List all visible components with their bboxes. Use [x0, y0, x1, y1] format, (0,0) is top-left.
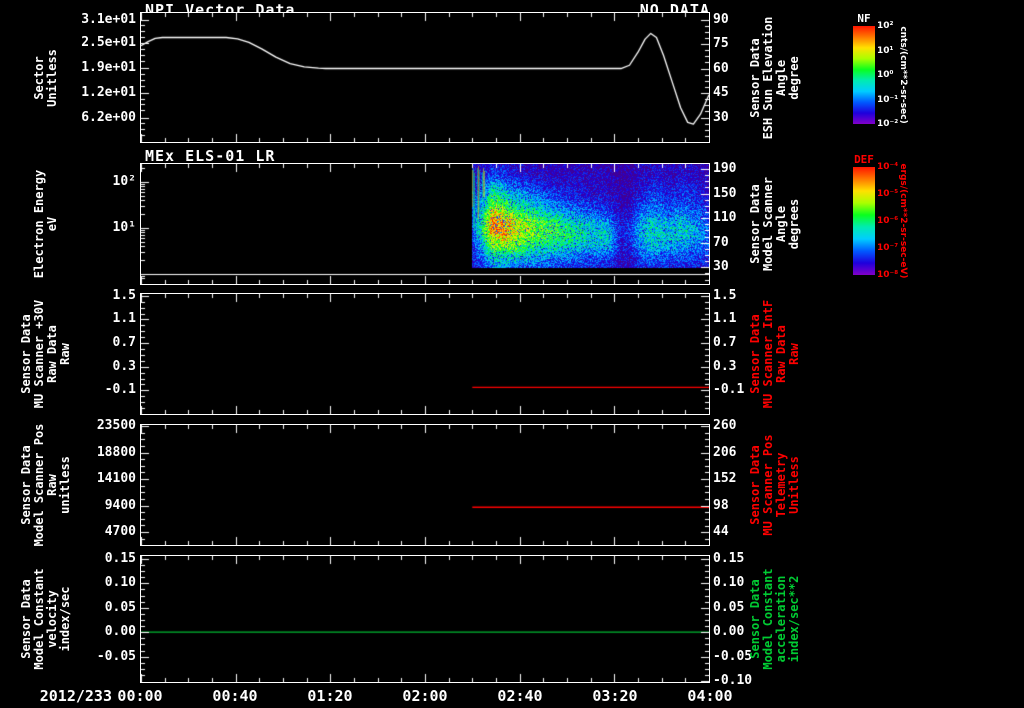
y-tick-label-left: 1.5	[112, 287, 136, 303]
panel-canvas-model-scanner-pos	[141, 425, 709, 545]
y-tick-label-right: 0.05	[713, 599, 745, 615]
panel-canvas-model-constant	[141, 556, 709, 682]
y-tick-label-left: -0.1	[104, 382, 136, 398]
time-tick-label: 00:40	[212, 687, 258, 705]
colorbar-tick-label: 10⁻¹	[877, 94, 899, 105]
y-tick-label-right: 0.7	[713, 335, 737, 351]
y-tick-label-right: 60	[713, 60, 729, 76]
colorbar-tick-label: 10¹	[877, 45, 894, 56]
y-tick-label-right: 44	[713, 524, 729, 540]
y-tick-label-right: 1.5	[713, 287, 737, 303]
panel-box-mex-els	[140, 163, 710, 285]
panel-box-npi-vector	[140, 12, 710, 143]
y-tick-label-left: 2.5e+01	[81, 35, 136, 51]
colorbar-tick-label: 10⁰	[877, 70, 894, 80]
right-axis-label-mu-scanner-30v: Sensor Data MU Scanner IntF Raw Data Raw	[748, 299, 801, 409]
y-tick-label-right: 150	[713, 185, 737, 201]
y-tick-label-right: -0.10	[713, 673, 753, 689]
y-tick-label-left: 1.2e+01	[81, 84, 136, 100]
y-tick-label-right: 70	[713, 234, 729, 250]
y-tick-label-right: 0.10	[713, 575, 745, 591]
time-tick-label: 01:20	[307, 687, 353, 705]
colorbar-tick-label: 10⁻⁴	[877, 162, 899, 172]
left-axis-label-npi-vector: Sector Unitless	[32, 48, 59, 107]
y-tick-label-left: 4700	[104, 524, 136, 540]
y-tick-label-right: 206	[713, 444, 737, 460]
y-tick-label-right: 90	[713, 11, 729, 27]
y-tick-label-left: 10²	[112, 173, 136, 189]
colorbar-tick-label: 10⁻⁸	[877, 270, 899, 280]
colorbar-def	[853, 167, 875, 275]
y-tick-label-left: 6.2e+00	[81, 109, 136, 125]
y-tick-label-right: 152	[713, 471, 737, 487]
y-tick-label-left: -0.05	[96, 648, 136, 664]
y-tick-label-left: 10¹	[112, 219, 136, 235]
right-axis-label-npi-vector: Sensor Data ESH Sun Elevation Angle degree	[748, 16, 801, 139]
time-tick-label: 02:00	[402, 687, 448, 705]
colorbar-tick-label: 10⁻²	[877, 119, 899, 129]
y-tick-label-left: 1.1	[112, 311, 136, 327]
left-axis-label-mu-scanner-30v: Sensor Data MU Scanner +30V Raw Data Raw	[19, 299, 72, 409]
panel2-title: MEx ELS-01 LR	[145, 147, 276, 165]
panel-canvas-npi-vector	[141, 13, 709, 142]
left-axis-label-mex-els: Electron Energy eV	[32, 169, 59, 279]
y-tick-label-right: 98	[713, 497, 729, 513]
right-axis-label-model-constant: Sensor Data Model Constant acceleration ind…	[748, 568, 801, 670]
time-tick-label: 03:20	[592, 687, 638, 705]
y-tick-label-right: 0.00	[713, 624, 745, 640]
time-tick-label: 04:00	[687, 687, 733, 705]
colorbar-title-def: DEF	[854, 153, 874, 166]
colorbar-tick-label: 10⁻⁶	[877, 216, 899, 226]
y-tick-label-right: 30	[713, 259, 729, 275]
right-axis-label-model-scanner-pos: Sensor Data MU Scanner Pos Telemetry Unitle…	[748, 434, 801, 536]
panel-box-model-scanner-pos	[140, 424, 710, 546]
y-tick-label-left: 0.3	[112, 358, 136, 374]
y-tick-label-right: 190	[713, 160, 737, 176]
y-tick-label-left: 18800	[96, 444, 136, 460]
panel-canvas-mu-scanner-30v	[141, 294, 709, 414]
date-label: 2012/233	[39, 687, 112, 705]
y-tick-label-right: 0.3	[713, 358, 737, 374]
y-tick-label-right: 110	[713, 210, 737, 226]
y-tick-label-left: 1.9e+01	[81, 59, 136, 75]
y-tick-label-right: -0.05	[713, 648, 753, 664]
left-axis-label-model-constant: Sensor Data Model Constant velocity index/s…	[19, 568, 72, 670]
time-tick-label: 02:40	[497, 687, 543, 705]
y-tick-label-right: 45	[713, 85, 729, 100]
colorbar-tick-label: 10⁻⁵	[877, 189, 899, 199]
colorbar-title-nf: NF	[857, 12, 871, 25]
panel-box-mu-scanner-30v	[140, 293, 710, 415]
right-axis-label-mex-els: Sensor Data Model Scanner Angle degrees	[748, 177, 801, 271]
y-tick-label-left: 23500	[96, 418, 136, 434]
y-tick-label-left: 14100	[96, 471, 136, 487]
y-tick-label-left: 0.05	[104, 599, 136, 615]
colorbar-tick-label: 10²	[877, 21, 894, 31]
y-tick-label-left: 3.1e+01	[81, 11, 136, 27]
y-tick-label-right: 0.15	[713, 550, 745, 566]
colorbar-unit-def: ergs/(cm**2-sr-sec-eV)	[898, 163, 908, 279]
colorbar-nf	[853, 26, 875, 124]
y-tick-label-left: 0.00	[104, 624, 136, 640]
y-tick-label-left: 0.15	[104, 550, 136, 566]
colorbar-unit-nf: cnts/(cm**2-sr-sec)	[898, 26, 908, 124]
y-tick-label-right: 1.1	[713, 311, 737, 327]
panel-box-model-constant	[140, 555, 710, 683]
y-tick-label-right: 30	[713, 109, 729, 125]
time-tick-label: 00:00	[117, 687, 163, 705]
colorbar-tick-label: 10⁻⁷	[877, 243, 899, 253]
y-tick-label-right: 260	[713, 417, 737, 433]
panel-canvas-mex-els	[141, 164, 709, 284]
y-tick-label-right: 75	[713, 36, 729, 52]
y-tick-label-left: 9400	[104, 497, 136, 513]
left-axis-label-model-scanner-pos: Sensor Data Model Scanner Pos Raw unitless	[19, 423, 72, 547]
y-tick-label-left: 0.10	[104, 575, 136, 591]
y-tick-label-right: -0.1	[713, 382, 745, 398]
y-tick-label-left: 0.7	[112, 335, 136, 351]
